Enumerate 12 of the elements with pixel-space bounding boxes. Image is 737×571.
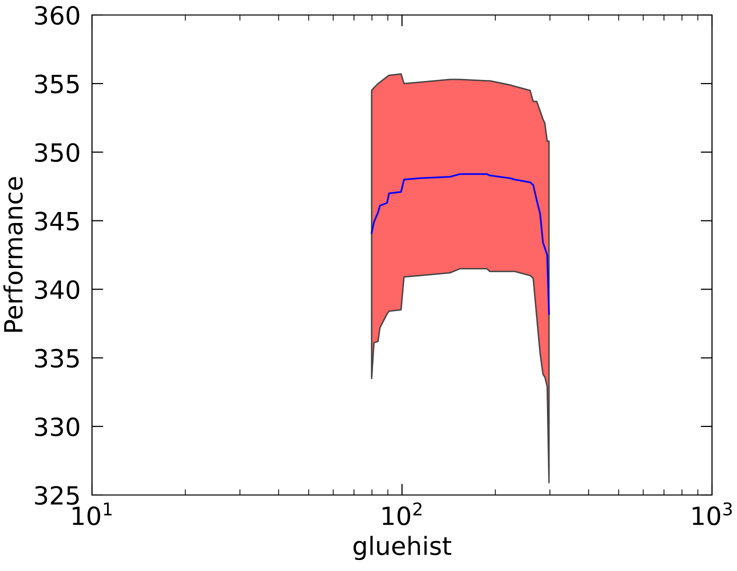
y-tick-label: 330 [35,417,80,436]
y-tick-label: 350 [35,143,80,162]
y-tick-label: 345 [35,212,79,231]
y-tick-label: 325 [35,486,79,505]
y-tick-label: 360 [35,6,80,25]
x-tick-label: 10$^{2}$ [382,502,422,526]
x-tick-label: 10$^{3}$ [692,502,732,526]
y-axis-title: Performance [3,177,23,332]
x-axis-title: gluehist [354,536,452,560]
y-tick-label: 340 [35,280,80,300]
y-tick-label: 335 [35,348,79,368]
y-tick-label: 355 [35,74,79,94]
